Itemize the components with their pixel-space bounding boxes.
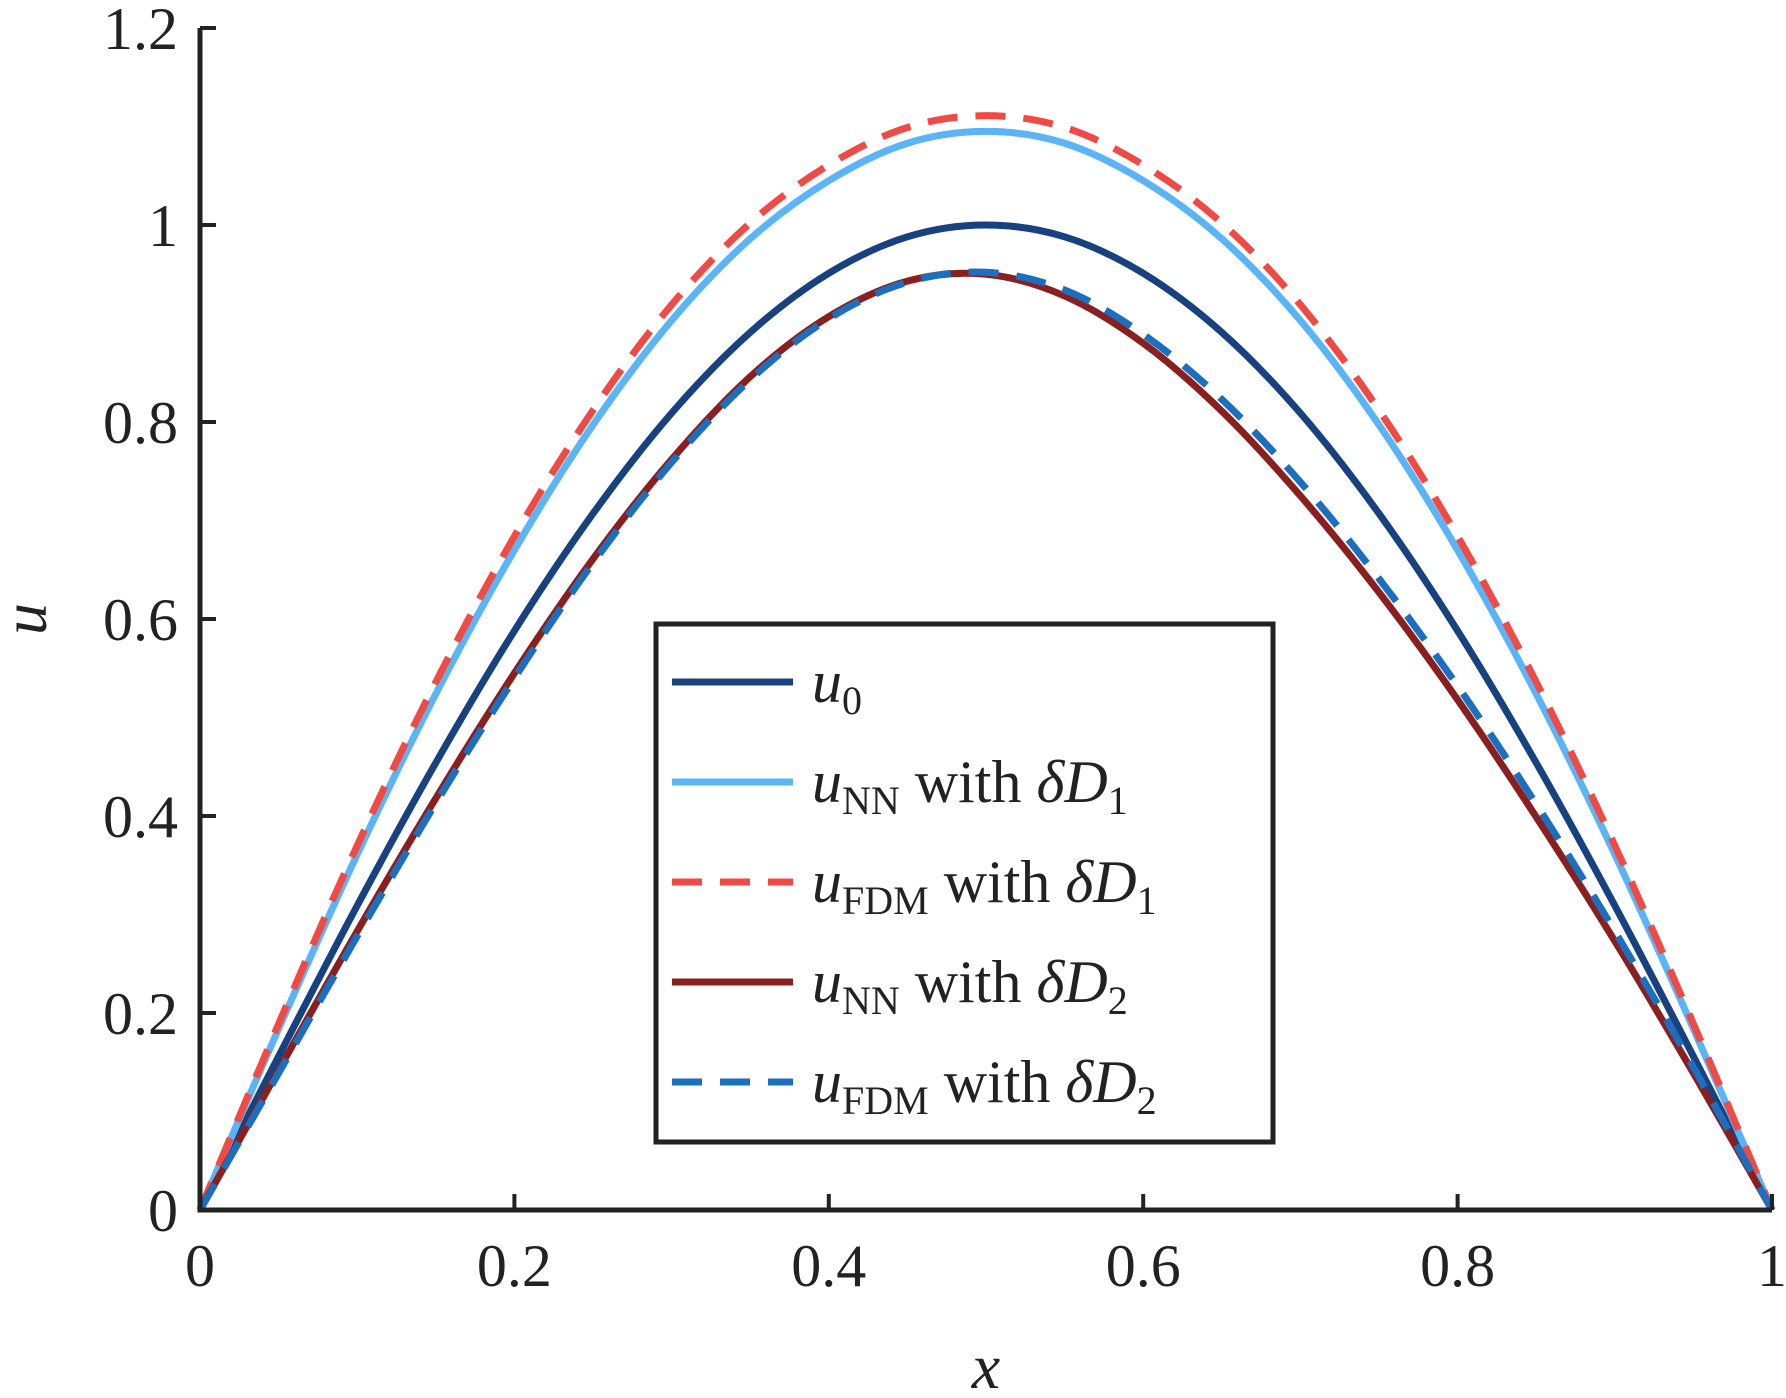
series-line-2 [196,127,1776,1212]
series-line-1 [196,221,1776,1212]
legend-label-2: uNN with δD1 [812,749,1128,823]
legend-label-4: uNN with δD2 [812,949,1128,1023]
y-tick-label: 0.4 [103,784,178,850]
series-line-5 [196,268,1776,1212]
x-tick-label: 0.8 [1420,1233,1495,1299]
y-tick-label: 0.2 [103,981,178,1047]
x-tick-label: 0.4 [791,1233,866,1299]
x-axis-label: x [971,1331,1000,1398]
x-tick-label: 1 [1757,1233,1786,1299]
x-tick-label: 0.2 [477,1233,552,1299]
x-tick-label: 0.6 [1106,1233,1181,1299]
x-tick-label: 0 [185,1233,215,1299]
legend-label-5: uFDM with δD2 [812,1049,1157,1123]
legend-box [653,621,1276,1145]
series-line-3 [196,112,1776,1212]
legend-label-1: u0 [812,649,862,723]
y-tick-label: 0 [148,1178,178,1244]
y-tick-label: 1 [148,193,178,259]
tick-labels: 0 0.2 0.4 0.6 0.8 1 0 0.2 0.4 0.6 0.8 1 1.2 [103,0,1786,1299]
y-tick-label: 0.8 [103,390,178,456]
legend: u0 uNN with δD1 uFDM with δD1 uNN with δD2 u… [653,621,1276,1145]
legend-label-3: uFDM with δD1 [812,849,1157,923]
y-tick-label: 1.2 [103,0,178,62]
y-axis-label: u [0,603,60,635]
series-layer [196,112,1776,1212]
y-tick-label: 0.6 [103,587,178,653]
tick-marks [198,26,1774,1212]
